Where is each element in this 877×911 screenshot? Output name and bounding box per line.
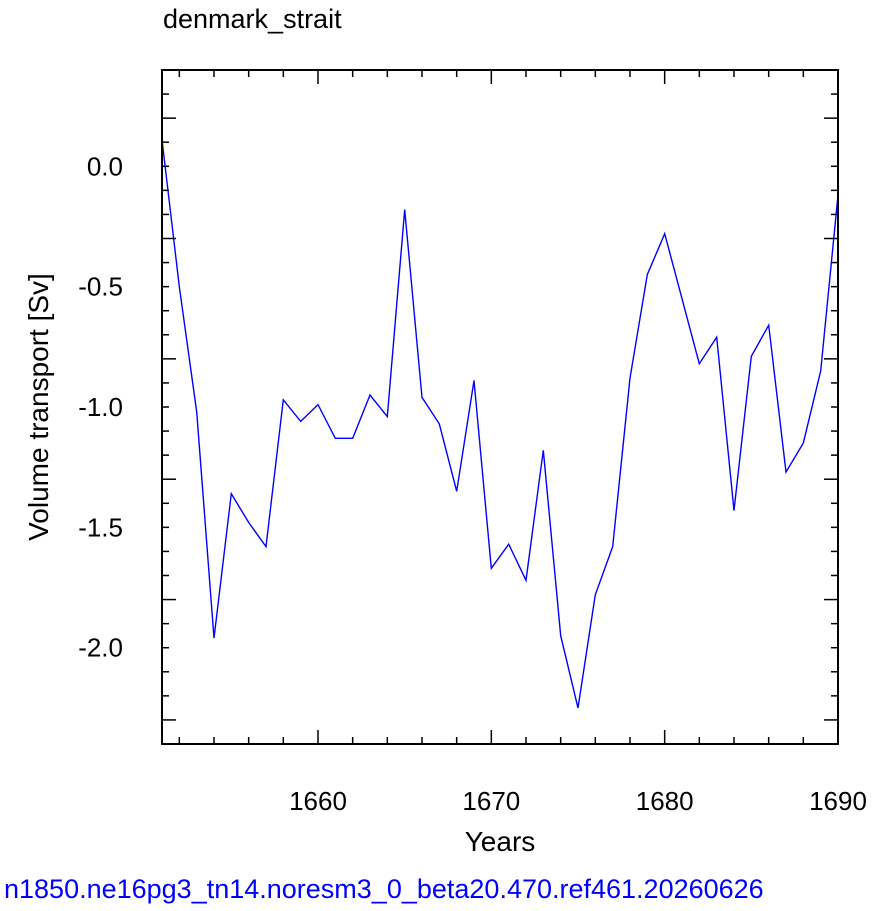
run-id-caption: n1850.ne16pg3_tn14.noresm3_0_beta20.470.… <box>4 874 764 904</box>
x-axis-ticks: 1660 1670 1680 1690 <box>178 70 867 816</box>
line-chart: denmark_strait 0.0-0.5-1.0-1.5-2.0 1660 1… <box>23 4 867 857</box>
x-tick-label: 1690 <box>809 786 867 816</box>
x-axis-label: Years <box>465 826 536 857</box>
y-tick-label: -0.5 <box>78 272 123 302</box>
plot-frame <box>161 69 839 745</box>
y-axis-label: Volume transport [Sv] <box>23 273 54 541</box>
x-tick-label: 1680 <box>636 786 694 816</box>
y-tick-label: 0.0 <box>87 151 123 181</box>
x-tick-label: 1670 <box>462 786 520 816</box>
y-tick-label: -2.0 <box>78 633 123 663</box>
chart-title: denmark_strait <box>163 4 342 34</box>
x-tick-label: 1660 <box>289 786 347 816</box>
series-line <box>161 139 839 709</box>
y-axis-ticks: 0.0 -0.5 -1.0 -1.5 -2.0 <box>78 69 838 745</box>
y-tick-label: -1.0 <box>78 392 123 422</box>
y-tick-label: -1.5 <box>78 512 123 542</box>
